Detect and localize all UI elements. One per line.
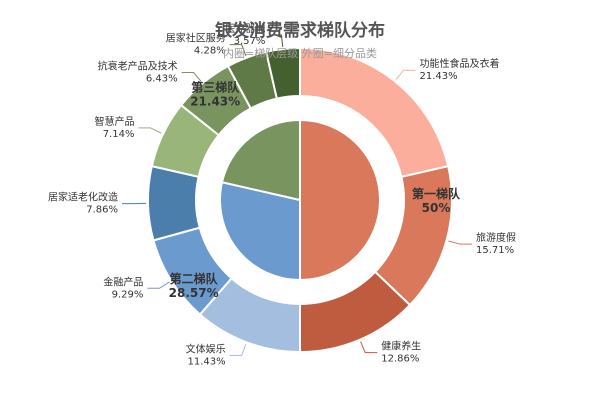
tier-label-name: 第一梯队 — [412, 186, 461, 201]
slice-label-name: 居家社区服务 — [166, 32, 226, 45]
slice-label-value: 11.43% — [188, 356, 226, 367]
slice-label-value: 3.57% — [234, 36, 266, 47]
outer-slice-9 — [264, 46, 301, 100]
slice-label-name: 金融产品 — [103, 275, 143, 288]
tier-label-name: 第二梯队 — [170, 271, 219, 286]
tier-label-value: 21.43% — [190, 95, 240, 109]
slice-label-name: 文体娱乐 — [186, 342, 226, 355]
inner-slice-2 — [220, 118, 301, 202]
leader-line-0 — [395, 69, 416, 80]
slice-label-value: 4.28% — [194, 46, 226, 57]
inner-slice-1 — [219, 181, 301, 282]
slice-label-name: 抗衰老产品及技术 — [98, 60, 178, 73]
leader-line-9 — [269, 34, 284, 48]
chart-title: 银发消费需求梯队分布 — [215, 20, 385, 41]
chart-subtitle: 内圈=梯队层级 外圈=细分品类 — [223, 46, 377, 60]
tier-label-value: 50% — [422, 201, 451, 215]
slice-labels: 功能性食品及衣着21.43%旅游度假15.71%健康养生12.86%文体娱乐11… — [48, 22, 516, 367]
leader-line-1 — [448, 240, 473, 245]
slice-label-name: 旅游度假 — [476, 231, 516, 244]
slice-label-value: 15.71% — [476, 245, 514, 256]
slice-label-name: 医疗器械 — [225, 22, 265, 35]
slice-label-value: 9.29% — [112, 289, 144, 300]
inner-slice-0 — [299, 118, 381, 282]
slice-label-name: 健康养生 — [381, 340, 421, 353]
leader-lines — [122, 34, 473, 356]
inner-ring — [219, 118, 381, 282]
outer-slice-5 — [147, 164, 201, 242]
tier-label-name: 第三梯队 — [191, 80, 240, 95]
slice-label-value: 7.14% — [103, 129, 135, 140]
slice-label-name: 居家适老化改造 — [48, 191, 118, 204]
slice-label-value: 7.86% — [86, 205, 118, 216]
slice-label-name: 智慧产品 — [94, 115, 134, 128]
leader-line-2 — [360, 341, 378, 354]
leader-line-6 — [138, 127, 162, 134]
tier-label-value: 28.57% — [169, 286, 219, 300]
leader-line-4 — [147, 281, 170, 289]
outer-ring — [147, 46, 453, 354]
slice-label-name: 功能性食品及衣着 — [420, 57, 500, 70]
leader-line-7 — [181, 72, 202, 83]
slice-label-value: 6.43% — [146, 74, 178, 85]
leader-line-8 — [229, 44, 247, 56]
slice-label-value: 21.43% — [420, 71, 458, 82]
slice-label-value: 12.86% — [381, 354, 419, 365]
leader-line-3 — [229, 344, 247, 356]
